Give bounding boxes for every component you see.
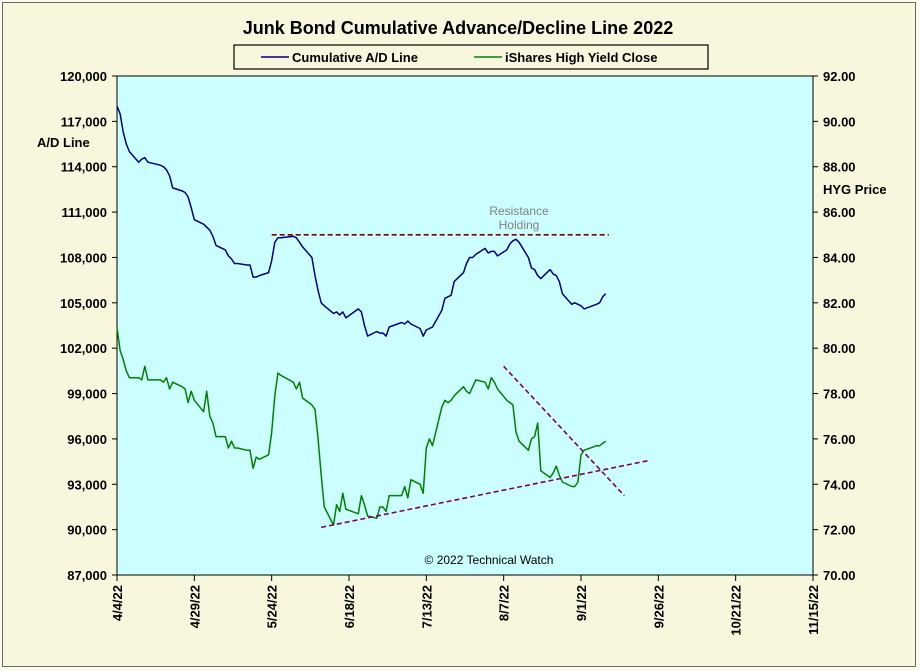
right-tick-label: 78.00 xyxy=(823,387,856,402)
x-tick-label: 8/7/22 xyxy=(497,585,512,621)
chart-title: Junk Bond Cumulative Advance/Decline Lin… xyxy=(243,18,673,38)
x-tick-label: 9/26/22 xyxy=(651,585,666,628)
right-tick-label: 74.00 xyxy=(823,477,856,492)
left-tick-label: 90,000 xyxy=(67,523,107,538)
legend-label-hyg: iShares High Yield Close xyxy=(505,50,657,65)
x-tick-label: 4/29/22 xyxy=(187,585,202,628)
left-tick-label: 96,000 xyxy=(67,432,107,447)
x-tick-label: 9/1/22 xyxy=(574,585,589,621)
right-tick-label: 88.00 xyxy=(823,160,856,175)
resistance-annotation: Resistance xyxy=(489,204,549,218)
left-tick-label: 120,000 xyxy=(60,69,107,84)
x-tick-label: 5/24/22 xyxy=(265,585,280,628)
legend: Cumulative A/D Line iShares High Yield C… xyxy=(233,44,709,70)
left-tick-label: 117,000 xyxy=(61,114,107,129)
left-axis-label: A/D Line xyxy=(37,135,90,150)
right-tick-label: 76.00 xyxy=(823,432,856,447)
x-tick-label: 4/4/22 xyxy=(110,585,125,621)
right-tick-label: 80.00 xyxy=(823,341,856,356)
legend-label-ad: Cumulative A/D Line xyxy=(292,50,418,65)
copyright-annotation: © 2022 Technical Watch xyxy=(425,553,554,567)
holding-annotation: Holding xyxy=(499,218,540,232)
hyg-line-series xyxy=(116,327,607,526)
right-tick-label: 92.00 xyxy=(823,69,856,84)
right-tick-label: 72.00 xyxy=(823,523,856,538)
falling-trendline xyxy=(503,365,625,497)
left-tick-label: 87,000 xyxy=(67,568,107,583)
ad-line-series xyxy=(116,105,607,337)
right-axis-label: HYG Price xyxy=(823,182,887,197)
x-tick-label: 10/21/22 xyxy=(729,585,744,636)
x-tick-label: 6/18/22 xyxy=(342,585,357,628)
chart-svg: Junk Bond Cumulative Advance/Decline Lin… xyxy=(37,18,887,636)
x-tick-label: 11/15/22 xyxy=(806,585,821,635)
left-tick-label: 111,000 xyxy=(61,205,107,220)
x-tick-label: 7/13/22 xyxy=(419,585,434,628)
legend-box xyxy=(233,44,709,70)
plot-area xyxy=(116,75,814,576)
left-tick-label: 99,000 xyxy=(67,387,107,402)
left-tick-label: 114,000 xyxy=(61,160,107,175)
left-tick-label: 93,000 xyxy=(67,477,107,492)
right-tick-label: 70.00 xyxy=(823,568,856,583)
left-tick-label: 102,000 xyxy=(60,341,107,356)
right-tick-label: 84.00 xyxy=(823,250,856,265)
left-tick-label: 105,000 xyxy=(60,296,107,311)
left-tick-label: 108,000 xyxy=(60,250,107,265)
right-tick-label: 86.00 xyxy=(823,205,856,220)
right-tick-label: 82.00 xyxy=(823,296,856,311)
right-tick-label: 90.00 xyxy=(823,114,856,129)
